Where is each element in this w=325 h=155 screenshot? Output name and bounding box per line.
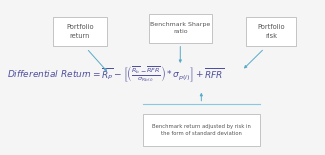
Text: Portfolio
return: Portfolio return [66, 24, 94, 39]
FancyBboxPatch shape [143, 114, 260, 146]
FancyBboxPatch shape [246, 17, 296, 46]
FancyBboxPatch shape [53, 17, 107, 46]
Text: Benchmark return adjusted by risk in
the form of standard deviation: Benchmark return adjusted by risk in the… [152, 124, 251, 136]
Text: Portfolio
risk: Portfolio risk [257, 24, 285, 39]
FancyBboxPatch shape [149, 14, 212, 43]
Text: $\mathit{Differential\ Return} = \overline{R_P} - \left[\left(\frac{\overline{R_: $\mathit{Differential\ Return} = \overli… [7, 65, 224, 84]
Text: Benchmark Sharpe
ratio: Benchmark Sharpe ratio [150, 22, 210, 34]
